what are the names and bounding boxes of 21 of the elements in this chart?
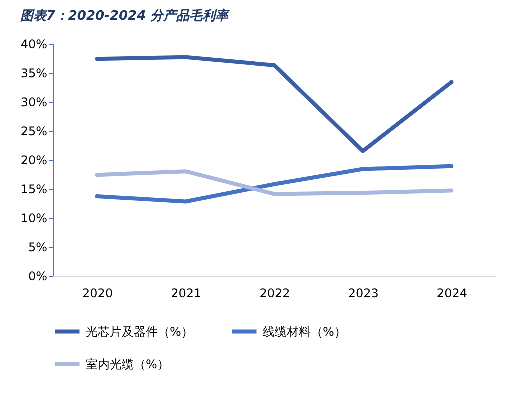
x-tick-label: 2024	[436, 286, 468, 300]
y-tick-label: 25%	[20, 124, 48, 138]
line-series	[95, 55, 454, 154]
line-series	[95, 164, 454, 204]
legend-label: 线缆材料（%）	[263, 324, 346, 339]
y-tick-label: 30%	[20, 96, 48, 110]
x-tick-label: 2021	[171, 286, 202, 300]
line-series	[95, 170, 454, 196]
y-tick-label: 5%	[28, 240, 48, 254]
y-tick-label: 15%	[20, 182, 48, 196]
y-tick-label: 0%	[28, 270, 48, 284]
legend-label: 光芯片及器件（%）	[86, 324, 194, 339]
chart-title: 图表7：2020-2024 分产品毛利率	[20, 8, 231, 24]
x-tick-label: 2022	[260, 286, 290, 300]
x-tick-label: 2023	[348, 286, 379, 300]
y-tick-label: 35%	[20, 66, 48, 80]
y-tick-label: 40%	[20, 38, 48, 52]
legend-label: 室内光缆（%）	[86, 358, 170, 372]
x-tick-label: 2020	[82, 286, 114, 300]
y-tick-label: 10%	[20, 212, 48, 226]
y-tick-label: 20%	[20, 154, 48, 168]
